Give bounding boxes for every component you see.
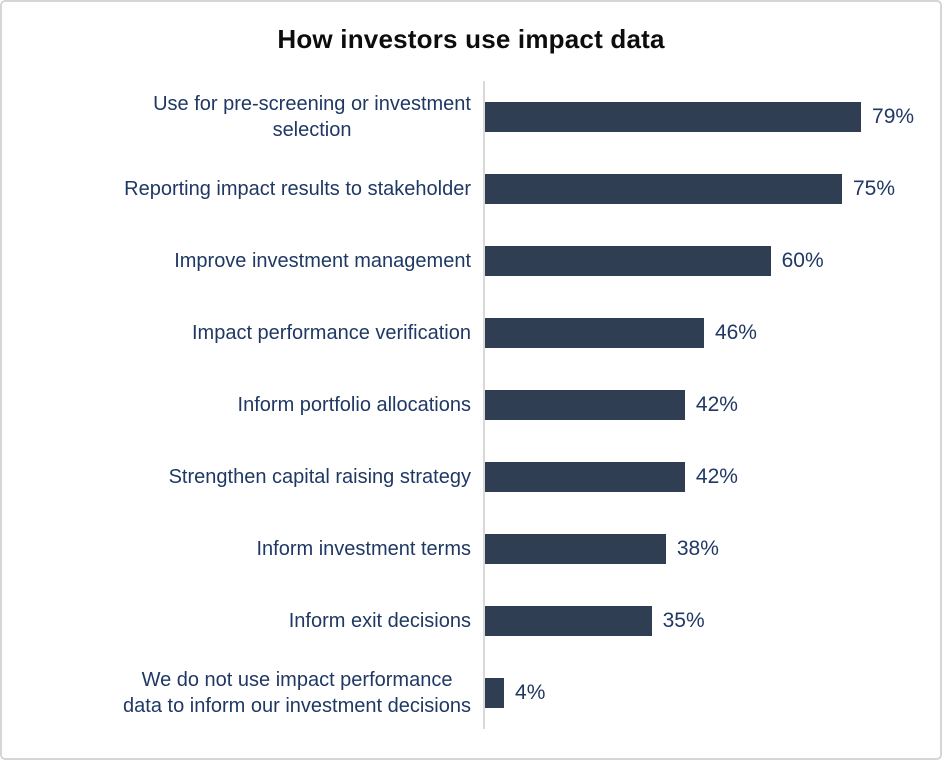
bar-row: Reporting impact results to stakeholder 7… (2, 153, 940, 225)
plot-area: Use for pre-screening or investment sele… (2, 81, 940, 729)
bar-row: Improve investment management 60% (2, 225, 940, 297)
bar-cell: 4% (483, 657, 940, 729)
bar-cell: 60% (483, 225, 940, 297)
bar-row: Inform investment terms 38% (2, 513, 940, 585)
value-label: 75% (853, 177, 896, 200)
bar (485, 534, 666, 564)
category-label-cell: Inform exit decisions (2, 608, 483, 634)
value-label: 4% (515, 681, 546, 704)
category-label-cell: Impact performance verification (2, 320, 483, 346)
bar-row: Use for pre-screening or investment sele… (2, 81, 940, 153)
category-label: Improve investment management (174, 249, 471, 272)
bar (485, 102, 862, 132)
category-label-cell: Strengthen capital raising strategy (2, 464, 483, 490)
bar (485, 462, 685, 492)
category-label: Inform investment terms (256, 537, 471, 560)
bar (485, 246, 771, 276)
category-label-cell: Improve investment management (2, 248, 483, 274)
bar-cell: 42% (483, 369, 940, 441)
y-axis-line (483, 81, 485, 729)
value-label: 42% (695, 393, 738, 416)
value-label: 60% (781, 249, 824, 272)
bar (485, 174, 842, 204)
category-label-cell: Reporting impact results to stakeholder (2, 176, 483, 202)
bar-row: Impact performance verification 46% (2, 297, 940, 369)
value-label: 46% (714, 321, 757, 344)
bar-cell: 38% (483, 513, 940, 585)
category-label: Use for pre-screening or investment sele… (153, 92, 471, 141)
category-label: Inform exit decisions (288, 609, 471, 632)
category-label: We do not use impact performance data to… (123, 668, 471, 717)
category-label: Reporting impact results to stakeholder (124, 177, 471, 200)
category-label-cell: Use for pre-screening or investment sele… (2, 91, 483, 144)
category-label-cell: Inform portfolio allocations (2, 392, 483, 418)
bar-cell: 75% (483, 153, 940, 225)
value-label: 35% (662, 609, 705, 632)
bar-cell: 46% (483, 297, 940, 369)
bar-cell: 42% (483, 441, 940, 513)
category-label-cell: Inform investment terms (2, 536, 483, 562)
bar (485, 606, 652, 636)
category-label: Inform portfolio allocations (237, 393, 471, 416)
bar-row: Inform portfolio allocations 42% (2, 369, 940, 441)
bar (485, 318, 704, 348)
bar (485, 390, 685, 420)
category-label: Strengthen capital raising strategy (168, 465, 471, 488)
category-label-cell: We do not use impact performance data to… (2, 667, 483, 720)
value-label: 42% (695, 465, 738, 488)
value-label: 38% (676, 537, 719, 560)
chart-title: How investors use impact data (277, 24, 665, 54)
bar (485, 678, 505, 708)
bar-row: Inform exit decisions 35% (2, 585, 940, 657)
bar-row: We do not use impact performance data to… (2, 657, 940, 729)
category-label: Impact performance verification (191, 321, 471, 344)
value-label: 79% (872, 105, 915, 128)
bar-row: Strengthen capital raising strategy 42% (2, 441, 940, 513)
bar-cell: 79% (483, 81, 940, 153)
bar-cell: 35% (483, 585, 940, 657)
